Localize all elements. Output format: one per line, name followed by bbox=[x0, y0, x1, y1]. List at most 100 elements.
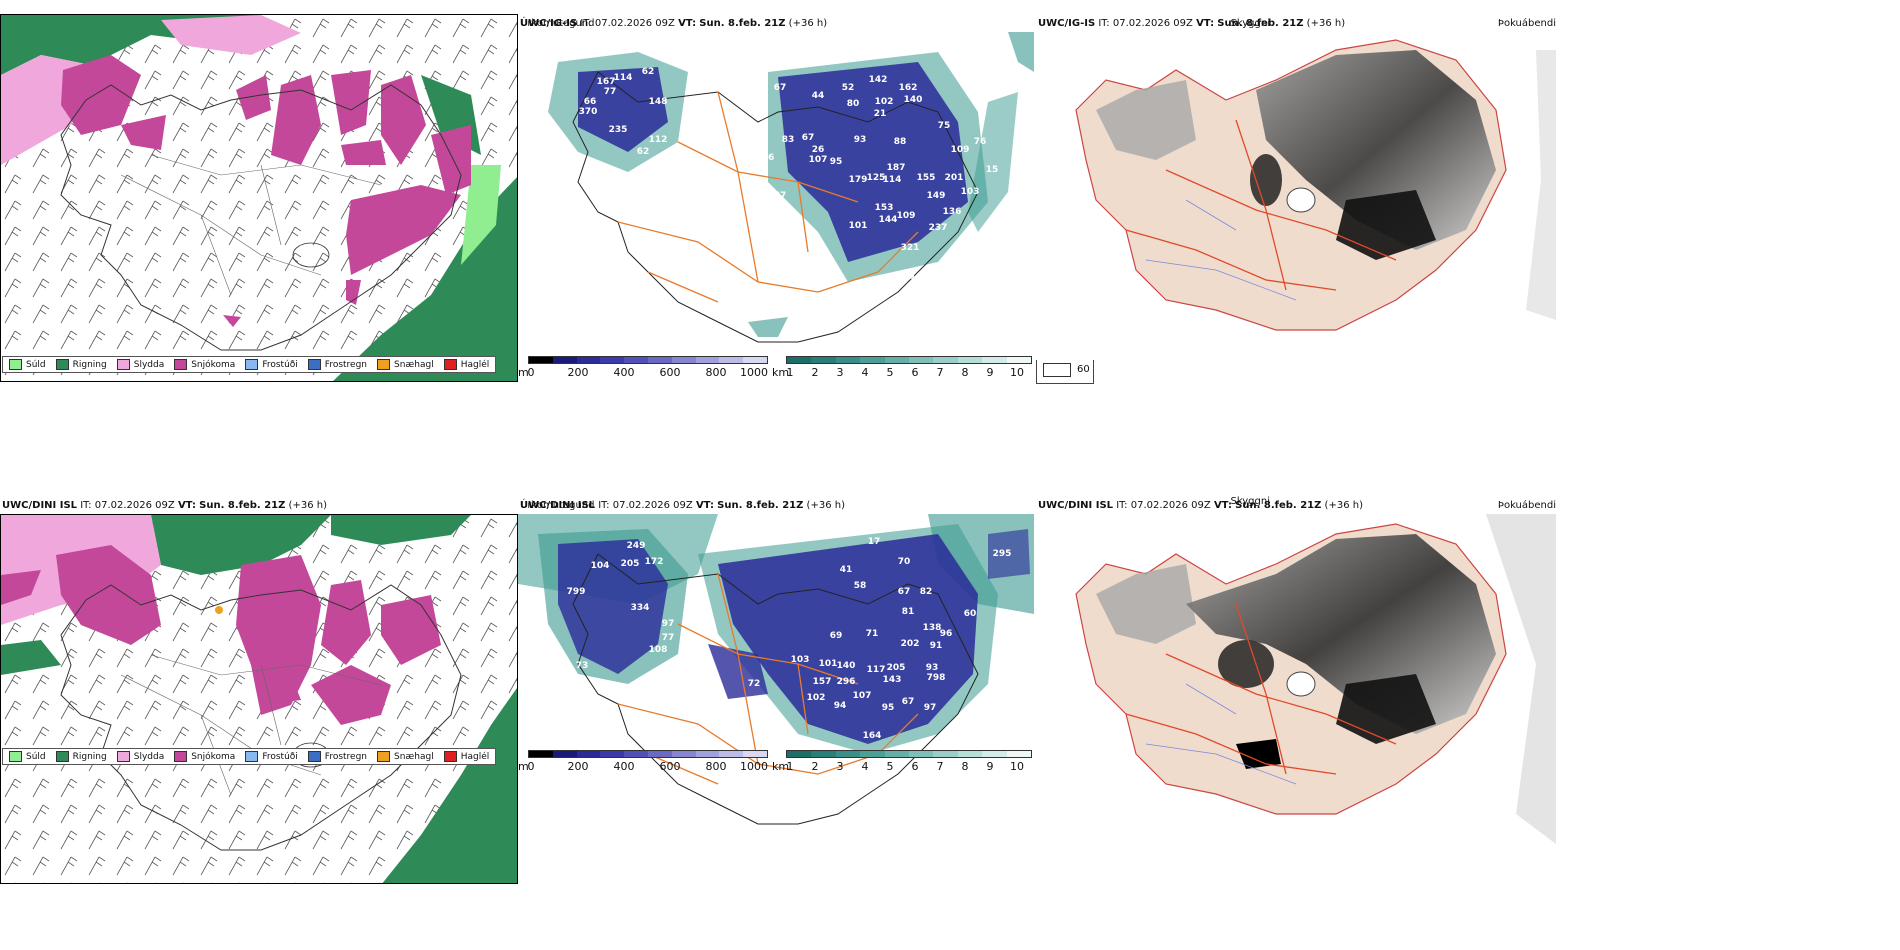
visibility-tick: 10 bbox=[1010, 760, 1024, 773]
visibility-tick: 7 bbox=[936, 760, 944, 773]
cloud-base-label: 114 bbox=[883, 175, 902, 185]
cloud-base-label: 296 bbox=[837, 677, 856, 687]
legend-item-hail: Haglél bbox=[443, 359, 489, 370]
cloud-base-label: 109 bbox=[951, 145, 970, 155]
cloud-base-label: 237 bbox=[929, 223, 948, 233]
row1-visibility-colorbar: km 1 2 3 4 5 6 7 8 9 10 bbox=[772, 356, 1034, 382]
cloud-base-label: 104 bbox=[591, 561, 610, 571]
row1-height-colorbar: m 0 200 400 600 800 1000 bbox=[518, 356, 770, 382]
legend-item-drizzle: Súld bbox=[9, 751, 46, 762]
cloud-base-label: 67 bbox=[802, 133, 815, 143]
cloud-base-label: 103 bbox=[791, 655, 810, 665]
legend-item-hail: Haglél bbox=[443, 751, 489, 762]
visibility-tick: 3 bbox=[836, 760, 844, 773]
cloud-base-label: 102 bbox=[875, 97, 894, 107]
cloud-base-label: 103 bbox=[961, 187, 980, 197]
visibility-tick: 7 bbox=[936, 366, 944, 379]
cloud-base-label: 798 bbox=[927, 673, 946, 683]
row1-precip-legend: Súld Rigning Slydda Snjókoma Frostúði Fr… bbox=[2, 356, 497, 373]
row2-visibility-colorbar: km 1 2 3 4 5 6 7 8 9 10 bbox=[772, 750, 1034, 776]
height-tick: 0 bbox=[527, 760, 535, 773]
cloud-base-label: 201 bbox=[945, 173, 964, 183]
cloud-base-label: 66 bbox=[584, 97, 597, 107]
height-unit: m bbox=[518, 366, 529, 379]
row2-fog-map bbox=[1036, 514, 1556, 844]
visibility-tick: 4 bbox=[861, 760, 869, 773]
visibility-tick: 6 bbox=[911, 366, 919, 379]
row1-panel-name-fog: Þokuábendi bbox=[1497, 18, 1556, 29]
height-tick: 600 bbox=[659, 366, 681, 379]
cloud-base-label: 108 bbox=[649, 645, 668, 655]
visibility-tick: 3 bbox=[836, 366, 844, 379]
cloud-base-label: 138 bbox=[923, 623, 942, 633]
height-tick: 600 bbox=[659, 760, 681, 773]
visibility-tick: 1 bbox=[786, 760, 794, 773]
row1-precip-map bbox=[0, 14, 518, 382]
cloud-base-label: 235 bbox=[609, 125, 628, 135]
cloud-base-label: 172 bbox=[645, 557, 664, 567]
cloud-base-label: 75 bbox=[938, 121, 951, 131]
legend-item-freezing-drizzle: Frostúði bbox=[245, 359, 298, 370]
row2-title-fog: UWC/DINI ISL IT: 07.02.2026 09Z VT: Sun.… bbox=[1038, 500, 1363, 511]
row-1: UWC/IG-IS IT: 07.02.2026 09Z VT: Sun. 8.… bbox=[0, 0, 1900, 470]
cloud-base-label: 82 bbox=[920, 587, 933, 597]
cloud-base-label: 71 bbox=[866, 629, 879, 639]
cloud-base-label: 48 bbox=[680, 669, 693, 679]
cloud-base-label: 60 bbox=[964, 609, 977, 619]
legend-item-snow-pellets: Snæhagl bbox=[377, 751, 434, 762]
cloud-base-label: 95 bbox=[882, 703, 895, 713]
cloud-base-label: 91 bbox=[930, 641, 943, 651]
cloud-base-label: 295 bbox=[993, 549, 1012, 559]
row2-height-colorbar: m 0 200 400 600 800 1000 bbox=[518, 750, 770, 776]
cloud-base-label: 62 bbox=[637, 147, 650, 157]
cloud-base-label: 107 bbox=[809, 155, 828, 165]
visibility-unit: km bbox=[772, 366, 790, 379]
row2-title-cloud: UWC/DINI ISL IT: 07.02.2026 09Z VT: Sun.… bbox=[520, 500, 845, 511]
cloud-base-label: 167 bbox=[597, 77, 616, 87]
cloud-base-label: 112 bbox=[649, 135, 668, 145]
cloud-base-label: 148 bbox=[649, 97, 668, 107]
cloud-base-label: 155 bbox=[917, 173, 936, 183]
cloud-base-label: 52 bbox=[842, 83, 855, 93]
visibility-tick: 8 bbox=[961, 366, 969, 379]
legend-item-snow-pellets: Snæhagl bbox=[377, 359, 434, 370]
visibility-tick: 10 bbox=[1010, 366, 1024, 379]
cloud-base-label: 26 bbox=[812, 145, 825, 155]
height-tick: 800 bbox=[705, 366, 727, 379]
cloud-base-label: 76 bbox=[974, 137, 987, 147]
cloud-base-label: 67 bbox=[902, 697, 915, 707]
cloud-base-label: 179 bbox=[849, 175, 868, 185]
visibility-tick: 9 bbox=[986, 366, 994, 379]
cloud-base-label: 142 bbox=[869, 75, 888, 85]
cloud-base-label: 93 bbox=[854, 135, 867, 145]
cloud-base-label: 140 bbox=[837, 661, 856, 671]
cloud-base-label: 370 bbox=[579, 107, 598, 117]
cloud-base-label: 15 bbox=[986, 165, 999, 175]
cloud-base-label: 17 bbox=[868, 537, 881, 547]
row2-panel-name-precip: Úrkomutegund bbox=[520, 500, 595, 511]
cloud-base-label: 21 bbox=[874, 109, 887, 119]
legend-item-drizzle: Súld bbox=[9, 359, 46, 370]
height-tick: 400 bbox=[613, 760, 635, 773]
row2-precip-legend: Súld Rigning Slydda Snjókoma Frostúði Fr… bbox=[2, 748, 497, 765]
row1-title-cloud: UWC/IG-IS IT: 07.02.2026 09Z VT: Sun. 8.… bbox=[520, 18, 828, 29]
cloud-base-label: 117 bbox=[867, 665, 886, 675]
row2-title-precip: UWC/DINI ISL IT: 07.02.2026 09Z VT: Sun.… bbox=[2, 500, 327, 511]
cloud-base-label: 95 bbox=[830, 157, 843, 167]
visibility-tick: 5 bbox=[886, 760, 894, 773]
cloud-base-label: 70 bbox=[898, 557, 911, 567]
visibility-tick: 9 bbox=[986, 760, 994, 773]
row1-cloud-map: 114 62 167 77 66 370 148 235 112 62 67 44 52 142 162 80… bbox=[518, 32, 1034, 352]
cloud-base-label: 205 bbox=[887, 663, 906, 673]
height-unit: m bbox=[518, 760, 529, 773]
cloud-base-label: 44 bbox=[812, 91, 825, 101]
cloud-base-label: 97 bbox=[924, 703, 937, 713]
cloud-base-label: 77 bbox=[662, 633, 675, 643]
height-tick: 800 bbox=[705, 760, 727, 773]
cloud-base-label: 107 bbox=[853, 691, 872, 701]
cloud-base-label: 94 bbox=[834, 701, 847, 711]
cloud-base-label: 184 bbox=[897, 273, 916, 283]
legend-item-freezing-rain: Frostregn bbox=[307, 359, 367, 370]
cloud-base-label: 109 bbox=[897, 211, 916, 221]
cloud-base-label: 67 bbox=[898, 587, 911, 597]
